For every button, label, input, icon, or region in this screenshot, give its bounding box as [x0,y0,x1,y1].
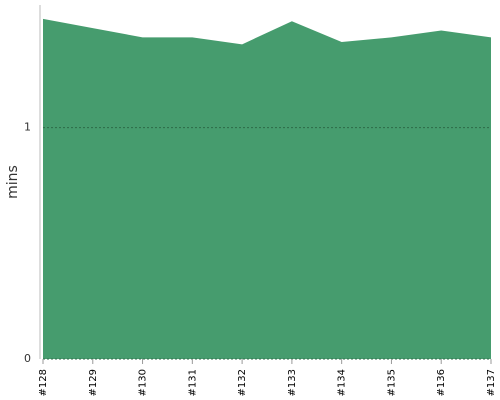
x-tick-label: #129 [88,369,99,396]
x-tick-label: #135 [386,369,397,396]
x-tick-label: #128 [38,369,49,396]
x-tick-label: #132 [237,369,248,396]
x-tick-label: #137 [486,369,497,396]
x-tick-label: #130 [138,369,149,396]
y-tick-label: 1 [24,121,31,134]
x-tick-label: #133 [287,369,298,396]
y-tick-label: 0 [24,352,31,365]
x-tick-label: #131 [187,369,198,396]
x-tick-label: #134 [337,369,348,396]
x-tick-label: #136 [436,369,447,396]
y-axis-label: mins [5,165,21,199]
area [43,18,491,359]
